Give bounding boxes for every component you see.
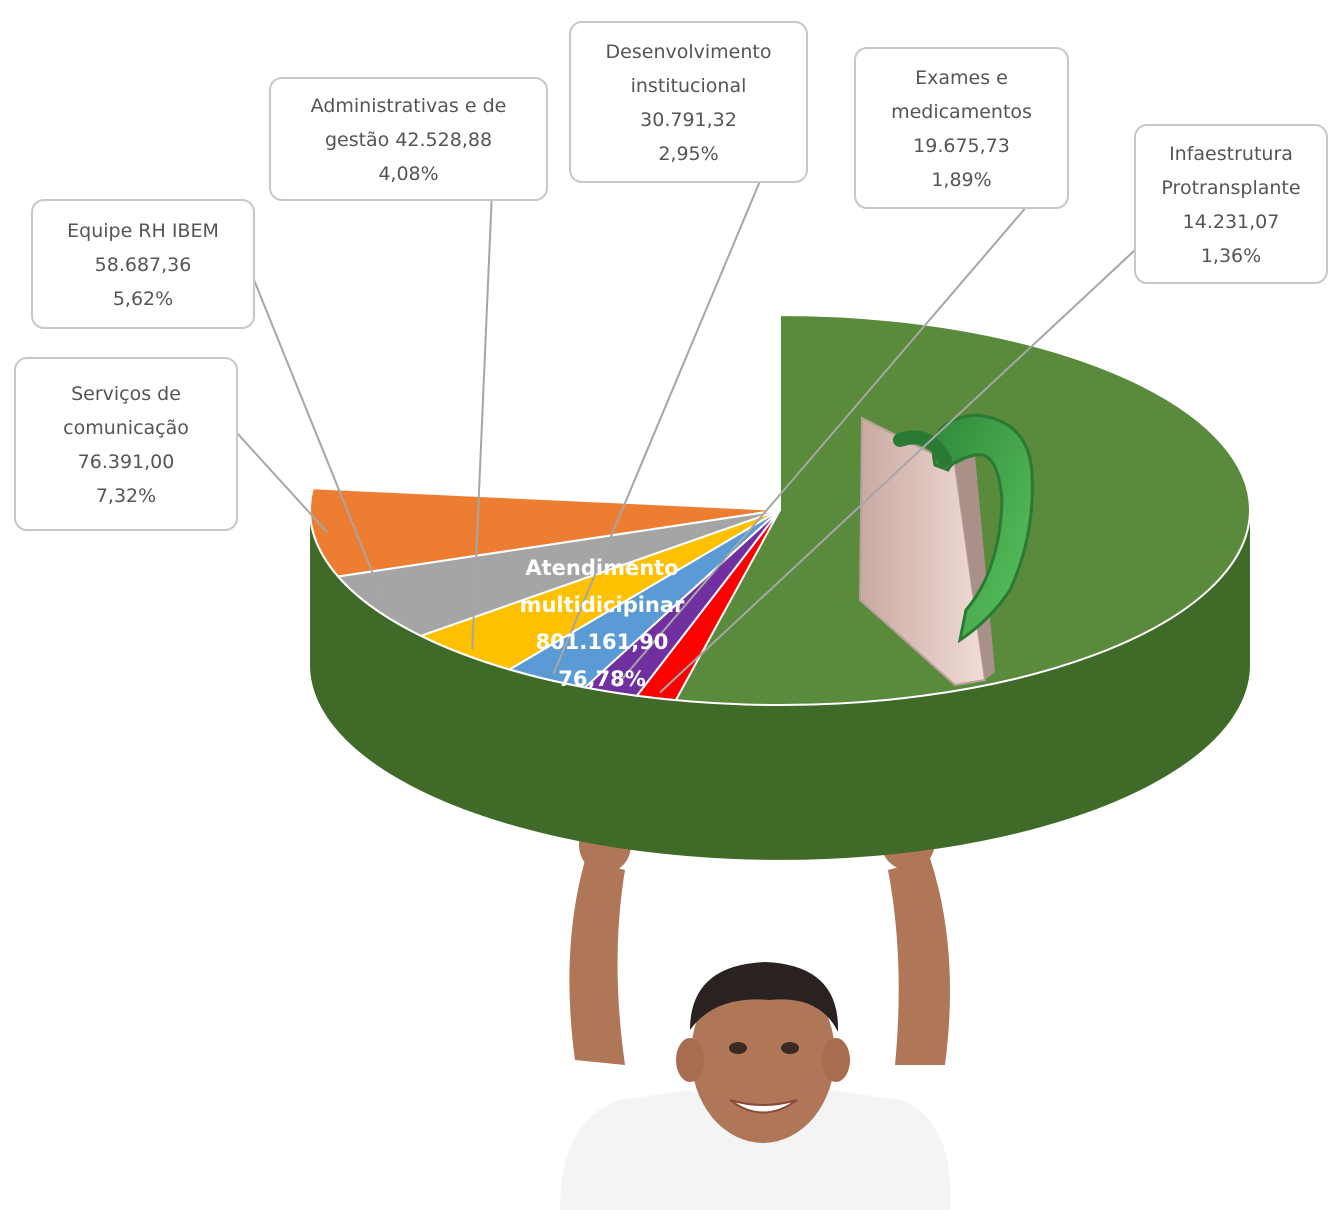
slice-percent: 2,95% bbox=[658, 143, 718, 165]
pie-slices bbox=[309, 313, 1251, 706]
slice-label-line: comunicação bbox=[63, 417, 189, 439]
slice-label-line: Desenvolvimento bbox=[606, 41, 772, 63]
slice-value: 58.687,36 bbox=[95, 254, 192, 276]
slice-label-line: Exames e bbox=[915, 67, 1008, 89]
heart-board-decoration bbox=[858, 413, 1034, 687]
slice-label-line: Serviços de bbox=[71, 383, 181, 405]
callout-box: Administrativas e de gestão 42.528,88 4,08… bbox=[269, 77, 548, 201]
callouts: Serviços de comunicação 76.391,00 7,32% Equi… bbox=[14, 21, 1328, 531]
slice-percent: 76,78% bbox=[558, 667, 645, 691]
slice-label-line: Equipe RH IBEM bbox=[67, 220, 219, 242]
slice-label-line: Infaestrutura bbox=[1169, 143, 1293, 165]
pie-base bbox=[310, 510, 1250, 860]
slice-label-line: institucional bbox=[631, 75, 747, 97]
leader-line bbox=[236, 432, 329, 533]
pie-side-wall bbox=[310, 510, 1250, 860]
leader-line bbox=[471, 199, 493, 650]
slice-label-line: Protransplante bbox=[1161, 177, 1300, 199]
leader-line bbox=[253, 279, 387, 606]
slice-label-line: gestão 42.528,88 bbox=[325, 129, 492, 151]
slice-percent: 1,36% bbox=[1201, 245, 1261, 267]
leader-lines bbox=[236, 181, 1136, 694]
child-illustration bbox=[560, 814, 951, 1210]
slice-label-line: multidicipinar bbox=[520, 593, 685, 617]
callout-frame bbox=[854, 47, 1069, 209]
callout-frame bbox=[31, 199, 255, 329]
callout-frame bbox=[269, 77, 548, 201]
callout-box: Equipe RH IBEM 58.687,36 5,62% bbox=[31, 199, 255, 329]
slice-label-line: medicamentos bbox=[891, 101, 1032, 123]
slice-label-line: Atendimento bbox=[525, 556, 678, 580]
slice-value: 76.391,00 bbox=[78, 451, 175, 473]
slice-percent: 5,62% bbox=[113, 288, 173, 310]
pie-slice bbox=[336, 509, 781, 637]
callout-box: Infaestrutura Protransplante 14.231,07 1,36… bbox=[1134, 124, 1328, 284]
slice-value: 19.675,73 bbox=[913, 135, 1010, 157]
slice-value: 801.161,90 bbox=[536, 630, 669, 654]
pie-slice bbox=[635, 509, 781, 702]
slice-percent: 7,32% bbox=[96, 485, 156, 507]
slice-value: 14.231,07 bbox=[1183, 211, 1280, 233]
leader-line bbox=[615, 207, 1027, 688]
callout-frame bbox=[1134, 124, 1328, 284]
slice-percent: 1,89% bbox=[931, 169, 991, 191]
pie-slice bbox=[309, 487, 781, 578]
slice-value: 30.791,32 bbox=[640, 109, 737, 131]
callout-frame bbox=[569, 21, 808, 183]
leader-line bbox=[659, 249, 1136, 694]
callout-box: Serviços de comunicação 76.391,00 7,32% bbox=[14, 357, 238, 531]
slice-label-line: Administrativas e de bbox=[311, 95, 507, 117]
callout-frame bbox=[14, 357, 238, 531]
leader-line bbox=[552, 181, 761, 675]
slice-percent: 4,08% bbox=[378, 163, 438, 185]
slice-label-main: Atendimento multidicipinar 801.161,90 76… bbox=[520, 556, 685, 691]
callout-box: Exames e medicamentos 19.675,73 1,89% bbox=[854, 47, 1069, 209]
callout-box: Desenvolvimento institucional 30.791,32 2,9… bbox=[569, 21, 808, 183]
